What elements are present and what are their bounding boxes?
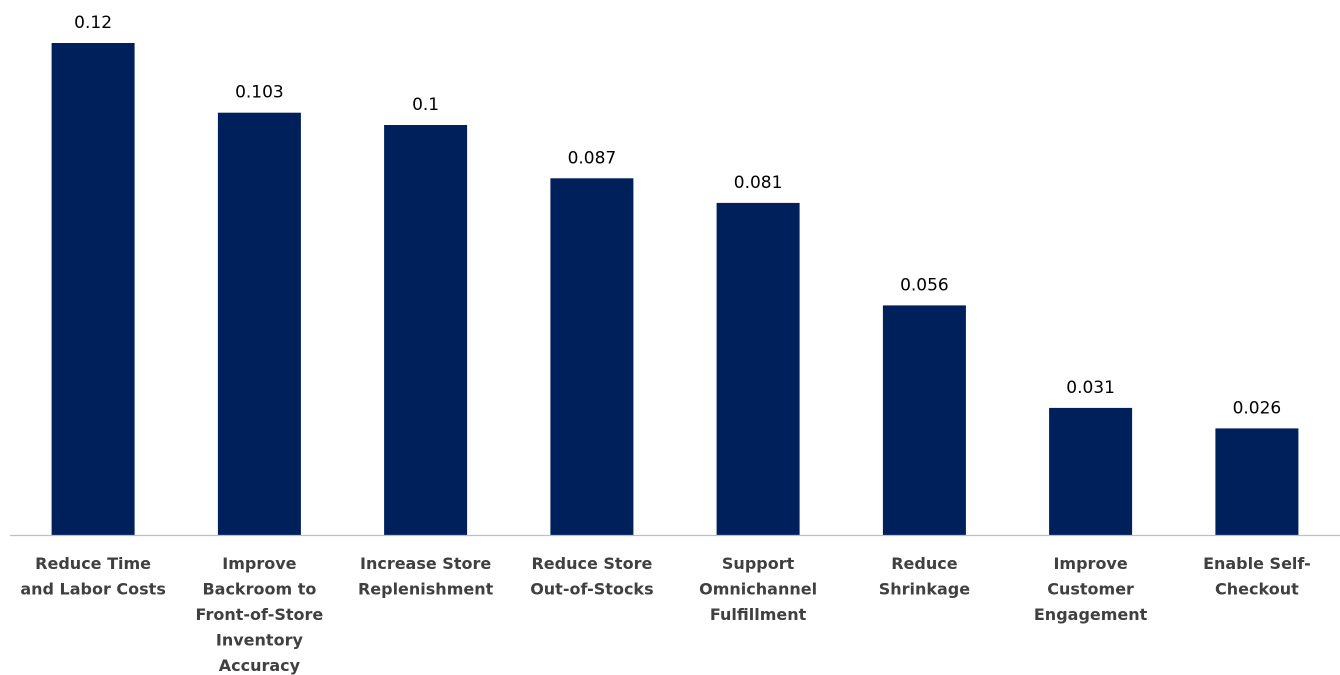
bar-6 [882,305,966,535]
value-label-4: 0.087 [568,148,617,168]
category-label-line: Replenishment [358,580,494,599]
value-label-2: 0.103 [235,83,284,103]
category-label-line: Improve [1053,554,1127,573]
category-label-2: Improve Backroom to Front-of-Store Inventor… [196,554,324,675]
category-label-7: Improve Customer Engagement [1034,554,1148,624]
category-label-line: Reduce Store [531,554,652,573]
value-label-3: 0.1 [412,95,439,115]
category-label-line: Improve [222,554,296,573]
category-label-3: Increase Store Replenishment [358,554,494,599]
bar-5 [716,202,800,535]
bar-2 [217,112,301,535]
value-label-5: 0.081 [734,173,783,193]
category-label-line: Out-of-Stocks [530,580,653,599]
category-label-line: Fulfillment [710,605,807,624]
category-label-line: Accuracy [219,656,301,675]
category-label-8: Enable Self- Checkout [1203,554,1311,599]
bar-7 [1049,407,1133,535]
category-label-line: Customer [1047,580,1134,599]
bar-8 [1215,428,1299,535]
value-label-8: 0.026 [1233,398,1282,418]
bar-4 [550,178,634,536]
category-label-line: Backroom to [202,580,316,599]
value-label-6: 0.056 [900,275,949,295]
bar-3 [384,125,468,535]
bar-1 [51,43,135,535]
category-label-line: Inventory [216,631,304,650]
category-labels-layer: Reduce Time and Labor Costs Improve Backroo… [20,554,1310,675]
category-label-line: Engagement [1034,605,1148,624]
category-label-1: Reduce Time and Labor Costs [20,554,166,599]
category-label-line: Reduce Time [35,554,151,573]
category-label-line: and Labor Costs [20,580,166,599]
category-label-line: Checkout [1215,580,1299,599]
category-label-line: Increase Store [360,554,491,573]
category-label-5: Support Omnichannel Fulfillment [699,554,817,624]
bars-layer [51,43,1299,536]
category-label-6: Reduce Shrinkage [879,554,971,599]
value-labels-layer: 0.12 0.103 0.1 0.087 0.081 0.056 0.031 0.026 [74,13,1281,418]
category-label-line: Reduce [891,554,958,573]
value-label-7: 0.031 [1066,378,1115,398]
category-label-line: Enable Self- [1203,554,1311,573]
category-label-line: Omnichannel [699,580,817,599]
value-label-1: 0.12 [74,13,112,33]
category-label-4: Reduce Store Out-of-Stocks [530,554,653,599]
category-label-line: Shrinkage [879,580,971,599]
category-label-line: Front-of-Store [196,605,324,624]
category-label-line: Support [722,554,795,573]
